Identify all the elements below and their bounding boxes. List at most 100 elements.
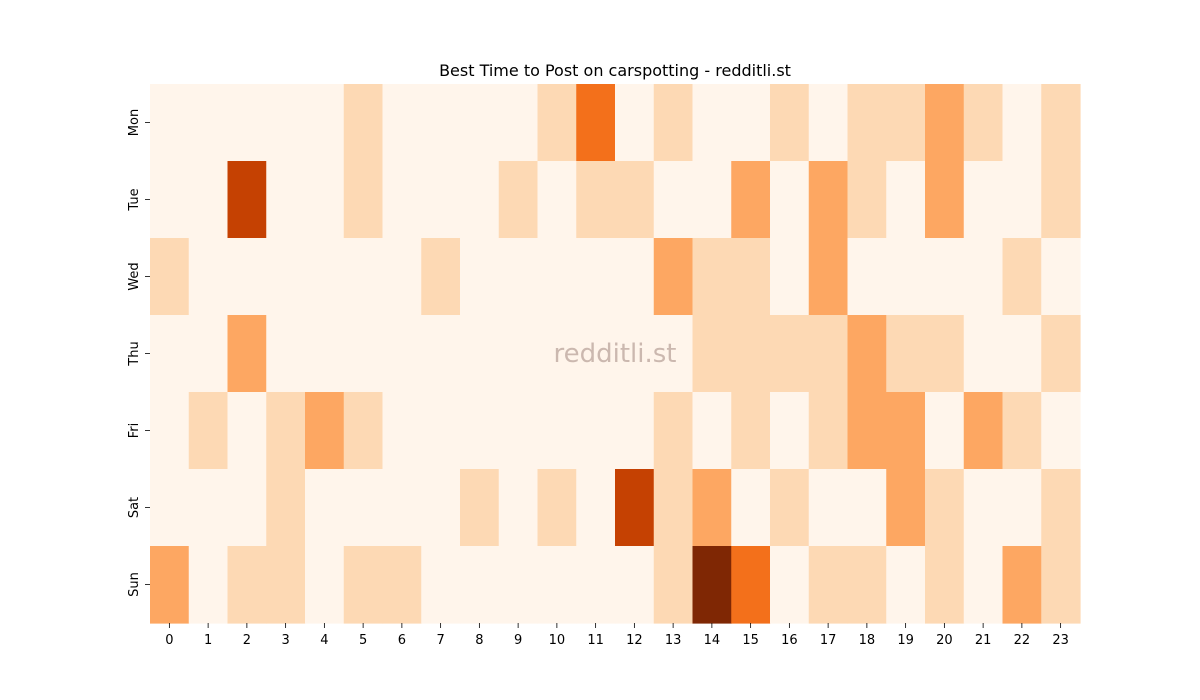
heatmap-cell-tue-5 bbox=[343, 161, 384, 239]
heatmap-cell-tue-1 bbox=[188, 161, 229, 239]
heatmap-cell-sun-14 bbox=[692, 546, 732, 624]
heatmap-cell-fri-7 bbox=[421, 392, 461, 470]
x-tick-label: 19 bbox=[897, 633, 914, 648]
x-tick-label: 5 bbox=[359, 633, 367, 648]
y-tick-label: Sun bbox=[127, 572, 142, 597]
heatmap-cell-wed-22 bbox=[1002, 238, 1042, 316]
heatmap-cell-thu-16 bbox=[770, 315, 810, 393]
x-tick-label: 18 bbox=[859, 633, 876, 648]
heatmap-cell-mon-8 bbox=[460, 84, 500, 162]
heatmap-cell-mon-17 bbox=[808, 84, 849, 162]
heatmap-cell-thu-3 bbox=[266, 315, 306, 393]
heatmap-cell-fri-14 bbox=[692, 392, 732, 470]
x-tick-label: 0 bbox=[165, 633, 173, 648]
heatmap-cell-sun-13 bbox=[653, 546, 694, 624]
heatmap-cell-sat-5 bbox=[343, 469, 384, 547]
heatmap-cell-fri-2 bbox=[227, 392, 267, 470]
heatmap-cell-mon-1 bbox=[188, 84, 229, 162]
heatmap-cell-sat-9 bbox=[498, 469, 539, 547]
heatmap-cell-wed-23 bbox=[1041, 238, 1081, 316]
heatmap-cell-fri-17 bbox=[808, 392, 849, 470]
heatmap-cell-sat-16 bbox=[770, 469, 810, 547]
watermark-text: redditli.st bbox=[554, 339, 677, 369]
heatmap-cell-wed-18 bbox=[847, 238, 887, 316]
heatmap-cell-mon-0 bbox=[150, 84, 190, 162]
x-tick-label: 2 bbox=[243, 633, 251, 648]
heatmap-cell-sat-15 bbox=[731, 469, 771, 547]
heatmap-cell-wed-16 bbox=[770, 238, 810, 316]
heatmap-cell-tue-11 bbox=[576, 161, 616, 239]
heatmap-cell-thu-0 bbox=[150, 315, 190, 393]
heatmap-cell-sat-3 bbox=[266, 469, 306, 547]
heatmap-cell-tue-3 bbox=[266, 161, 306, 239]
heatmap-cell-tue-15 bbox=[731, 161, 771, 239]
heatmap-cell-wed-4 bbox=[305, 238, 345, 316]
heatmap-cell-tue-12 bbox=[615, 161, 655, 239]
heatmap-cell-sat-4 bbox=[305, 469, 345, 547]
heatmap-cell-thu-9 bbox=[498, 315, 539, 393]
x-tick-label: 23 bbox=[1052, 633, 1069, 648]
heatmap-cell-sat-19 bbox=[886, 469, 926, 547]
heatmap-cell-thu-15 bbox=[731, 315, 771, 393]
heatmap-cell-wed-14 bbox=[692, 238, 732, 316]
heatmap-cell-wed-17 bbox=[808, 238, 849, 316]
heatmap-cell-mon-9 bbox=[498, 84, 539, 162]
heatmap-cell-wed-11 bbox=[576, 238, 616, 316]
heatmap-cell-sat-18 bbox=[847, 469, 887, 547]
chart-title: Best Time to Post on carspotting - reddi… bbox=[439, 61, 791, 80]
heatmap-cell-sat-8 bbox=[460, 469, 500, 547]
heatmap-cell-sun-10 bbox=[537, 546, 577, 624]
heatmap-cell-wed-19 bbox=[886, 238, 926, 316]
heatmap-cell-tue-17 bbox=[808, 161, 849, 239]
heatmap-cell-thu-8 bbox=[460, 315, 500, 393]
x-tick-label: 17 bbox=[820, 633, 837, 648]
heatmap-cell-sun-17 bbox=[808, 546, 849, 624]
heatmap-cell-wed-7 bbox=[421, 238, 461, 316]
heatmap-cell-fri-5 bbox=[343, 392, 384, 470]
y-tick-label: Mon bbox=[127, 109, 142, 136]
heatmap-cell-thu-5 bbox=[343, 315, 384, 393]
heatmap-cell-sat-23 bbox=[1041, 469, 1081, 547]
x-tick-label: 15 bbox=[742, 633, 759, 648]
heatmap-cell-fri-22 bbox=[1002, 392, 1042, 470]
heatmap-cell-fri-15 bbox=[731, 392, 771, 470]
heatmap-cell-sun-3 bbox=[266, 546, 306, 624]
heatmap-cell-mon-7 bbox=[421, 84, 461, 162]
heatmap-cell-wed-10 bbox=[537, 238, 577, 316]
x-tick-label: 20 bbox=[936, 633, 953, 648]
heatmap-cell-fri-19 bbox=[886, 392, 926, 470]
heatmap-cell-fri-20 bbox=[925, 392, 965, 470]
x-tick-label: 14 bbox=[704, 633, 721, 648]
heatmap-cell-mon-10 bbox=[537, 84, 577, 162]
heatmap-cell-thu-2 bbox=[227, 315, 267, 393]
heatmap-cell-sun-16 bbox=[770, 546, 810, 624]
x-tick-label: 6 bbox=[398, 633, 406, 648]
heatmap-cell-sat-21 bbox=[963, 469, 1004, 547]
heatmap-cell-sat-1 bbox=[188, 469, 229, 547]
heatmap-cell-sun-0 bbox=[150, 546, 190, 624]
heatmap-cell-sun-4 bbox=[305, 546, 345, 624]
x-tick-label: 22 bbox=[1014, 633, 1031, 648]
heatmap-cell-wed-8 bbox=[460, 238, 500, 316]
heatmap-cell-thu-12 bbox=[615, 315, 655, 393]
heatmap-cell-mon-18 bbox=[847, 84, 887, 162]
heatmap-cell-thu-17 bbox=[808, 315, 849, 393]
heatmap-cell-fri-8 bbox=[460, 392, 500, 470]
heatmap-cell-tue-8 bbox=[460, 161, 500, 239]
y-tick-label: Thu bbox=[127, 341, 142, 366]
x-tick-label: 13 bbox=[665, 633, 682, 648]
heatmap-cell-mon-13 bbox=[653, 84, 694, 162]
heatmap-cell-sun-11 bbox=[576, 546, 616, 624]
heatmap-cell-mon-19 bbox=[886, 84, 926, 162]
x-tick-label: 9 bbox=[514, 633, 522, 648]
heatmap-cell-fri-4 bbox=[305, 392, 345, 470]
heatmap-cell-thu-4 bbox=[305, 315, 345, 393]
x-tick-label: 3 bbox=[281, 633, 289, 648]
heatmap-cell-wed-21 bbox=[963, 238, 1004, 316]
heatmap-cell-wed-9 bbox=[498, 238, 539, 316]
heatmap-cell-sun-21 bbox=[963, 546, 1004, 624]
heatmap-cell-tue-6 bbox=[382, 161, 422, 239]
heatmap-cell-thu-1 bbox=[188, 315, 229, 393]
heatmap-cell-wed-2 bbox=[227, 238, 267, 316]
heatmap-cell-mon-5 bbox=[343, 84, 384, 162]
